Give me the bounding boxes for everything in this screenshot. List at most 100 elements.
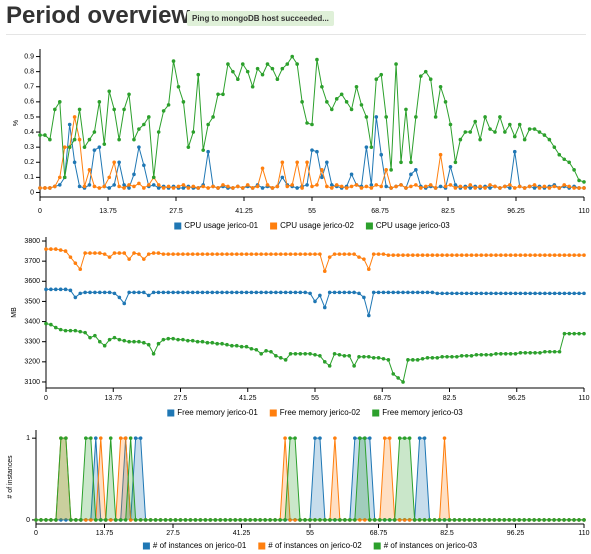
point bbox=[542, 184, 547, 189]
x-tick-label: 55 bbox=[311, 395, 319, 402]
point bbox=[53, 325, 58, 330]
point bbox=[367, 436, 372, 440]
legend-label: Free memory jerico-03 bbox=[382, 408, 463, 417]
point bbox=[295, 62, 299, 66]
point bbox=[133, 518, 138, 522]
point bbox=[532, 518, 536, 522]
point bbox=[391, 290, 396, 295]
point bbox=[58, 327, 63, 332]
point bbox=[411, 290, 415, 295]
point bbox=[147, 183, 151, 187]
point bbox=[327, 255, 332, 259]
point bbox=[478, 184, 482, 189]
point bbox=[332, 351, 337, 356]
point bbox=[332, 252, 337, 256]
point bbox=[369, 183, 374, 187]
point bbox=[38, 186, 42, 190]
point bbox=[320, 175, 324, 180]
point bbox=[499, 291, 503, 296]
point bbox=[132, 339, 136, 344]
point bbox=[98, 290, 102, 295]
point bbox=[493, 184, 497, 189]
point bbox=[533, 291, 537, 296]
point bbox=[298, 518, 302, 522]
point bbox=[459, 353, 464, 358]
point bbox=[523, 253, 528, 257]
point bbox=[107, 175, 112, 180]
point bbox=[132, 137, 136, 142]
y-tick-label: 3100 bbox=[24, 379, 40, 386]
point bbox=[255, 184, 260, 189]
point bbox=[347, 353, 352, 358]
point bbox=[332, 290, 337, 295]
point bbox=[113, 518, 118, 522]
point bbox=[440, 253, 444, 257]
point bbox=[122, 183, 126, 187]
point bbox=[132, 184, 136, 189]
point bbox=[342, 252, 347, 256]
point bbox=[57, 183, 62, 187]
legend-label: # of instances on jerico-03 bbox=[384, 541, 478, 550]
point bbox=[283, 518, 287, 522]
point bbox=[432, 518, 437, 522]
point bbox=[142, 257, 146, 261]
point bbox=[53, 247, 58, 251]
point bbox=[367, 518, 372, 522]
point bbox=[407, 518, 412, 522]
point bbox=[492, 518, 497, 522]
point bbox=[455, 253, 459, 257]
point bbox=[53, 287, 58, 292]
point bbox=[428, 77, 433, 82]
point bbox=[349, 172, 354, 177]
point bbox=[108, 518, 113, 522]
point bbox=[181, 337, 185, 342]
point bbox=[206, 149, 210, 154]
point bbox=[430, 356, 435, 360]
point bbox=[244, 290, 249, 295]
point bbox=[118, 518, 123, 522]
point bbox=[337, 252, 342, 256]
point bbox=[77, 107, 82, 112]
point bbox=[547, 349, 552, 354]
point bbox=[392, 518, 397, 522]
point bbox=[567, 184, 571, 189]
point bbox=[508, 183, 512, 187]
point bbox=[210, 252, 215, 256]
point bbox=[39, 518, 43, 522]
point bbox=[293, 252, 298, 256]
point bbox=[283, 436, 287, 440]
y-tick-label: 3300 bbox=[24, 339, 40, 346]
x-tick-label: 110 bbox=[578, 208, 589, 215]
point bbox=[68, 288, 73, 293]
point bbox=[401, 290, 405, 295]
point bbox=[248, 518, 253, 522]
point bbox=[78, 267, 83, 272]
point bbox=[112, 160, 116, 165]
point bbox=[288, 518, 292, 522]
point bbox=[205, 252, 210, 256]
point bbox=[146, 342, 151, 347]
point bbox=[322, 360, 327, 364]
point bbox=[479, 253, 484, 257]
point bbox=[82, 184, 87, 189]
point bbox=[254, 252, 259, 256]
point bbox=[333, 436, 337, 440]
point bbox=[572, 291, 577, 296]
legend-swatch bbox=[258, 542, 266, 550]
point bbox=[107, 186, 112, 190]
point bbox=[254, 290, 259, 295]
point bbox=[260, 186, 265, 190]
point bbox=[376, 290, 381, 295]
point bbox=[562, 253, 567, 257]
point bbox=[512, 134, 517, 139]
point bbox=[387, 518, 392, 522]
legend-swatch bbox=[372, 409, 380, 417]
point bbox=[67, 122, 72, 127]
point bbox=[200, 290, 205, 295]
point bbox=[239, 344, 244, 349]
point bbox=[508, 253, 513, 257]
point bbox=[478, 137, 482, 142]
point bbox=[537, 518, 541, 522]
point bbox=[230, 252, 234, 256]
point bbox=[425, 253, 430, 257]
